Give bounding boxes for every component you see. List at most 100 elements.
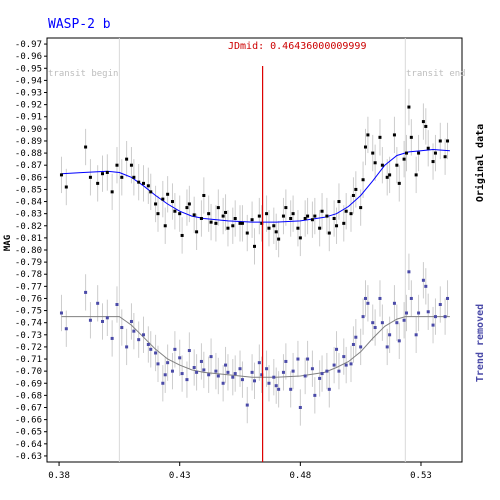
data-point [446, 296, 450, 300]
data-point [120, 326, 124, 330]
data-point [84, 290, 88, 294]
data-point [224, 210, 228, 214]
data-point [344, 209, 348, 213]
data-point [385, 175, 389, 179]
data-point [161, 381, 165, 385]
data-point [132, 175, 136, 179]
data-point [195, 230, 199, 234]
data-point [207, 212, 211, 216]
data-point [272, 375, 276, 379]
data-point [351, 193, 355, 197]
data-point [388, 173, 392, 177]
data-point [231, 375, 235, 379]
data-point [289, 217, 293, 221]
data-point [380, 321, 384, 325]
data-point [446, 139, 450, 143]
data-point [327, 231, 331, 235]
data-point [180, 372, 184, 376]
original-data-label: Original data [474, 124, 486, 202]
data-point [84, 145, 88, 149]
y-tick-label: -0.74 [15, 319, 42, 329]
y-tick-label: -0.87 [15, 161, 42, 171]
data-point [154, 202, 158, 206]
data-point [363, 296, 367, 300]
x-tick-label: 0.38 [48, 471, 70, 481]
data-point [110, 336, 114, 340]
y-tick-label: -0.80 [15, 246, 42, 256]
data-point [385, 345, 389, 349]
data-point [192, 213, 196, 217]
data-point [361, 315, 365, 319]
data-point [397, 181, 401, 185]
data-point [325, 214, 329, 218]
trend-removed-series [59, 253, 450, 426]
transit-begin-label: transit begin [48, 69, 118, 79]
data-point [166, 361, 170, 365]
data-point [233, 372, 237, 376]
original-fit-line [61, 148, 450, 223]
data-point [366, 133, 370, 137]
data-point [298, 236, 302, 240]
data-point [129, 163, 133, 167]
y-tick-label: -0.93 [15, 89, 42, 99]
data-point [443, 315, 447, 319]
data-point [284, 206, 288, 210]
y-tick-label: -0.97 [15, 40, 42, 50]
data-point [187, 202, 191, 206]
data-point [344, 363, 348, 367]
y-tick-label: -0.91 [15, 113, 42, 123]
data-point [105, 316, 109, 320]
data-point [166, 192, 170, 196]
data-point [253, 244, 256, 248]
data-point [238, 221, 242, 225]
data-point [156, 212, 160, 216]
data-point [291, 212, 295, 216]
data-point [142, 333, 146, 337]
data-point [318, 376, 322, 380]
data-point [64, 185, 68, 189]
data-point [178, 212, 182, 216]
data-point [231, 224, 235, 228]
data-point [342, 221, 346, 225]
data-point [335, 224, 339, 228]
data-point [96, 181, 100, 185]
data-point [146, 342, 150, 346]
y-tick-label: -0.66 [15, 416, 42, 426]
data-point [240, 221, 244, 225]
data-point [397, 339, 401, 343]
y-tick-label: -0.78 [15, 270, 42, 280]
data-point [395, 163, 399, 167]
data-point [149, 190, 153, 194]
data-point [260, 221, 264, 225]
data-point [409, 135, 413, 139]
data-point [192, 366, 196, 370]
y-tick-label: -0.64 [15, 440, 42, 450]
data-point [318, 226, 322, 230]
data-point [426, 310, 430, 314]
data-point [233, 217, 237, 221]
data-point [443, 155, 447, 159]
jdmid-label: JDmid: 0.46436000009999 [228, 41, 366, 52]
data-point [226, 370, 230, 374]
data-point [359, 206, 363, 210]
data-point [414, 333, 418, 337]
y-tick-label: -0.73 [15, 331, 42, 341]
data-point [274, 230, 278, 234]
data-point [306, 214, 310, 218]
data-point [257, 361, 261, 365]
y-tick-label: -0.75 [15, 307, 42, 317]
data-point [142, 181, 146, 185]
data-point [313, 393, 317, 397]
data-point [306, 357, 310, 361]
data-point [313, 214, 317, 218]
data-point [405, 151, 409, 155]
y-tick-label: -0.65 [15, 428, 42, 438]
data-point [332, 363, 336, 367]
data-point [199, 359, 203, 363]
data-point [407, 270, 411, 274]
data-point [380, 163, 384, 167]
data-point [284, 359, 288, 363]
data-point [310, 218, 314, 222]
data-point [417, 311, 421, 315]
y-tick-label: -0.68 [15, 391, 42, 401]
